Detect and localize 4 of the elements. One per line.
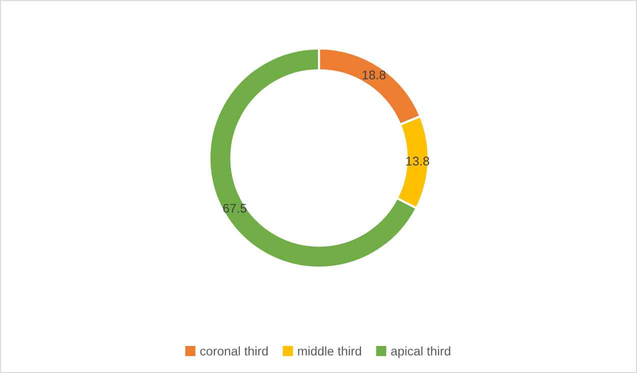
legend-label: apical third [391,346,450,358]
data-label: 18.8 [362,70,386,80]
legend-label: coronal third [200,346,268,356]
legend-label: middle third [298,346,362,356]
